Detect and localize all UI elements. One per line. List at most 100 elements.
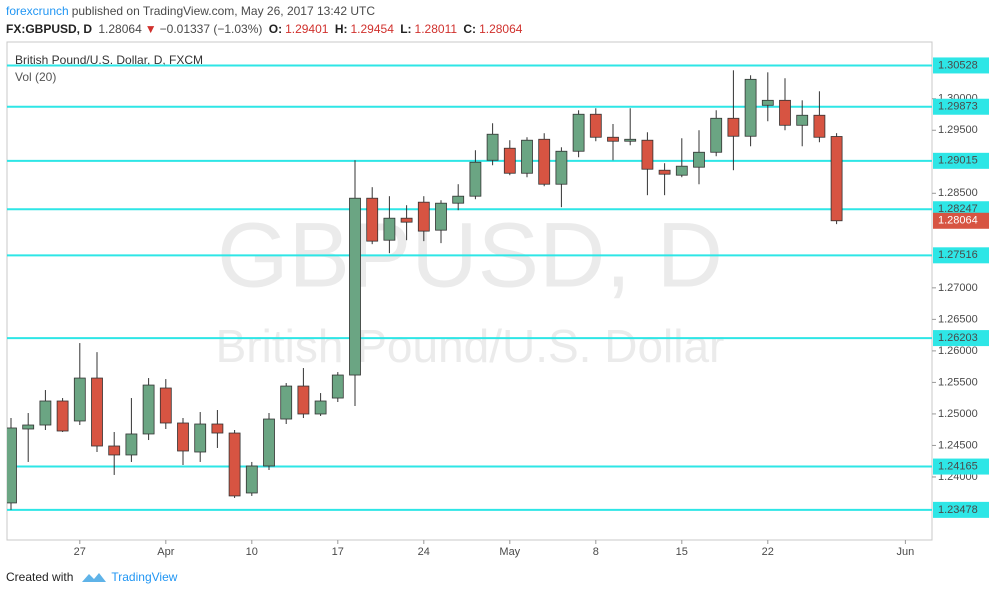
candle-body — [383, 217, 396, 241]
candle-body — [7, 427, 17, 504]
candle-body — [452, 195, 465, 204]
candle-body — [589, 113, 602, 138]
change: −0.01337 (−1.03%) — [159, 22, 263, 36]
candle-body — [39, 400, 52, 426]
candle-body — [830, 136, 843, 222]
candle-body — [796, 114, 809, 126]
last-price-label: 1.28064 — [938, 215, 978, 227]
last-price-box — [933, 212, 989, 229]
candle-body — [314, 400, 327, 415]
open-label: O: — [268, 22, 283, 36]
candle-body — [641, 139, 654, 170]
level-label: 1.29873 — [938, 101, 978, 113]
y-tick-label: 1.27000 — [938, 282, 978, 294]
axis: 1.240001.245001.250001.255001.260001.265… — [74, 57, 989, 558]
x-tick-label: 24 — [418, 546, 430, 558]
candle-body — [469, 161, 482, 197]
last: 1.28064 — [98, 22, 142, 36]
candle-body — [607, 136, 619, 142]
candle-body — [693, 151, 705, 168]
candle-body — [710, 117, 723, 153]
down-arrow: ▼ — [144, 22, 157, 36]
x-tick-label: Jun — [897, 546, 915, 558]
candle-body — [417, 201, 430, 232]
logo — [82, 573, 107, 582]
candle-body — [538, 138, 551, 185]
candle-body — [125, 433, 138, 456]
y-tick-label: 1.26000 — [938, 345, 978, 357]
watermark-sub: British Pound/U.S. Dollar — [216, 320, 725, 372]
candle-body — [194, 423, 207, 453]
high: 1.29454 — [350, 22, 394, 36]
candle-body — [366, 197, 379, 242]
x-tick-label: Apr — [157, 546, 174, 558]
x-tick-label: 15 — [676, 546, 688, 558]
candle-body — [331, 374, 344, 399]
x-tick-label: 27 — [74, 546, 86, 558]
header-line-2: FX:GBPUSD, D 1.28064 ▼ −0.01337 (−1.03%) O… — [6, 22, 525, 36]
candle-body — [22, 424, 35, 430]
level-label-box — [933, 330, 989, 347]
close-label: C: — [463, 22, 477, 36]
level-label: 1.28247 — [938, 203, 978, 215]
candle-body — [177, 422, 189, 452]
plot — [7, 64, 932, 511]
level-label-box — [933, 57, 989, 74]
candle-body — [400, 217, 413, 223]
candle-body — [73, 377, 86, 422]
candle-body — [245, 465, 258, 494]
brand: TradingView — [111, 570, 178, 584]
level-label: 1.27516 — [938, 249, 978, 261]
x-tick-label: 8 — [593, 546, 599, 558]
close: 1.28064 — [479, 22, 523, 36]
candle-body — [228, 432, 241, 497]
chart-title: British Pound/U.S. Dollar, D, FXCM — [15, 53, 203, 67]
created-with: Created with — [6, 570, 74, 584]
candle-body — [297, 385, 310, 415]
candle-body — [142, 384, 155, 435]
x-tick-label: 10 — [246, 546, 258, 558]
header-line-1: forexcrunch published on TradingView.com,… — [6, 4, 378, 18]
y-tick-label: 1.24500 — [938, 439, 978, 451]
high-label: H: — [334, 22, 348, 36]
candle-body — [744, 78, 757, 137]
x-tick-label: 17 — [332, 546, 344, 558]
y-tick-label: 1.25000 — [938, 408, 978, 420]
candle-body — [572, 113, 585, 152]
level-label-box — [933, 152, 989, 169]
candle-body — [555, 150, 568, 185]
candle-body — [91, 377, 103, 447]
candle-body — [675, 165, 688, 176]
level-label: 1.23478 — [938, 504, 978, 516]
candle-body — [263, 418, 275, 467]
candle-body — [503, 147, 516, 174]
level-label-box — [933, 98, 989, 115]
candle-body — [108, 445, 121, 456]
x-tick-label: 22 — [762, 546, 774, 558]
x-tick-label: May — [499, 546, 520, 558]
candle-body — [521, 139, 533, 174]
y-tick-label: 1.26500 — [938, 313, 978, 325]
footer: Created with TradingView — [6, 570, 177, 584]
published: published on TradingView.com, May 26, 20… — [71, 4, 375, 18]
symbol: FX:GBPUSD, D — [6, 22, 93, 36]
candle-body — [349, 197, 361, 376]
level-label: 1.26203 — [938, 332, 978, 344]
level-label-box — [933, 247, 989, 264]
level-label: 1.30528 — [938, 59, 978, 71]
author: forexcrunch — [6, 4, 69, 18]
low-label: L: — [400, 22, 412, 36]
candle-body — [727, 117, 740, 137]
y-tick-label: 1.25500 — [938, 376, 978, 388]
candle-body — [761, 99, 774, 106]
plot-frame — [6, 41, 933, 541]
candle-body — [658, 169, 671, 175]
candle-body — [280, 385, 293, 420]
candle-body — [486, 133, 499, 161]
candle-body — [435, 202, 447, 231]
level-label-box — [933, 458, 989, 475]
open: 1.29401 — [285, 22, 329, 36]
level-label-box — [933, 501, 989, 518]
